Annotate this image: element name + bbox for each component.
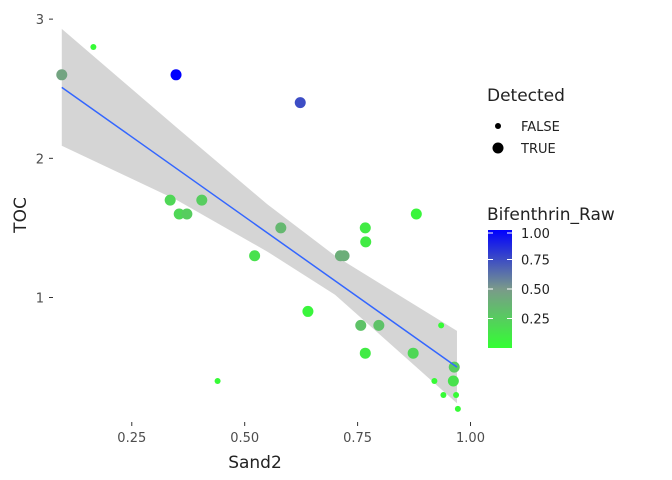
legend-detected-false-key: [495, 123, 501, 129]
data-point: [164, 194, 176, 206]
colorbar-tick-label: 0.75: [521, 254, 550, 269]
colorbar-tick-label: 0.25: [521, 313, 550, 328]
data-point: [302, 305, 314, 317]
data-point: [453, 391, 460, 398]
data-point: [249, 250, 261, 262]
data-point: [359, 222, 371, 234]
colorbar-tick-label: 1.00: [521, 227, 550, 242]
legend-detected-true-label: TRUE: [520, 142, 556, 157]
points-layer: [56, 43, 461, 412]
data-point: [438, 322, 445, 329]
data-point: [214, 378, 221, 385]
legend-bifenthrin: Bifenthrin_Raw 0.25 0.50 0.75 1.00: [487, 205, 615, 348]
data-point: [56, 69, 68, 81]
data-point: [294, 97, 306, 109]
y-tick-label: 1: [36, 292, 44, 307]
data-point: [181, 208, 193, 220]
y-tick-label: 2: [36, 152, 44, 167]
data-point: [275, 222, 287, 234]
legend-detected: Detected FALSE TRUE: [487, 86, 565, 157]
data-point: [447, 375, 459, 387]
data-point: [360, 236, 372, 248]
x-tick-label: 0.75: [343, 431, 372, 446]
y-tick-label: 3: [36, 13, 44, 28]
legend-detected-false-label: FALSE: [521, 120, 560, 135]
data-point: [431, 378, 438, 385]
x-tick-label: 1.00: [456, 431, 485, 446]
data-point: [407, 347, 419, 359]
y-axis-title: TOC: [11, 197, 31, 234]
legend-detected-true-key: [492, 142, 504, 154]
x-tick-label: 0.25: [117, 431, 146, 446]
data-point: [338, 250, 350, 262]
data-point: [448, 361, 460, 373]
x-tick-label: 0.50: [230, 431, 259, 446]
data-point: [373, 319, 385, 331]
y-axis: 1 2 3: [36, 13, 53, 307]
confidence-band: [61, 28, 457, 404]
fit-line-layer: [61, 86, 458, 368]
data-point: [173, 208, 185, 220]
plot-panel: [56, 28, 461, 412]
data-point: [454, 405, 461, 412]
data-point: [170, 69, 182, 81]
legend-bifenthrin-title: Bifenthrin_Raw: [487, 205, 615, 225]
data-point: [440, 391, 447, 398]
data-point: [196, 194, 208, 206]
data-point: [90, 43, 97, 50]
data-point: [410, 208, 422, 220]
confidence-band-layer: [61, 28, 457, 404]
x-axis: 0.25 0.50 0.75 1.00: [117, 422, 485, 446]
regression-line: [61, 86, 458, 368]
data-point: [359, 347, 371, 359]
colorbar-ticks: 0.25 0.50 0.75 1.00: [488, 227, 550, 328]
data-point: [355, 319, 367, 331]
x-axis-title: Sand2: [228, 453, 282, 473]
legend-detected-title: Detected: [487, 86, 565, 106]
colorbar-tick-label: 0.50: [521, 283, 550, 298]
